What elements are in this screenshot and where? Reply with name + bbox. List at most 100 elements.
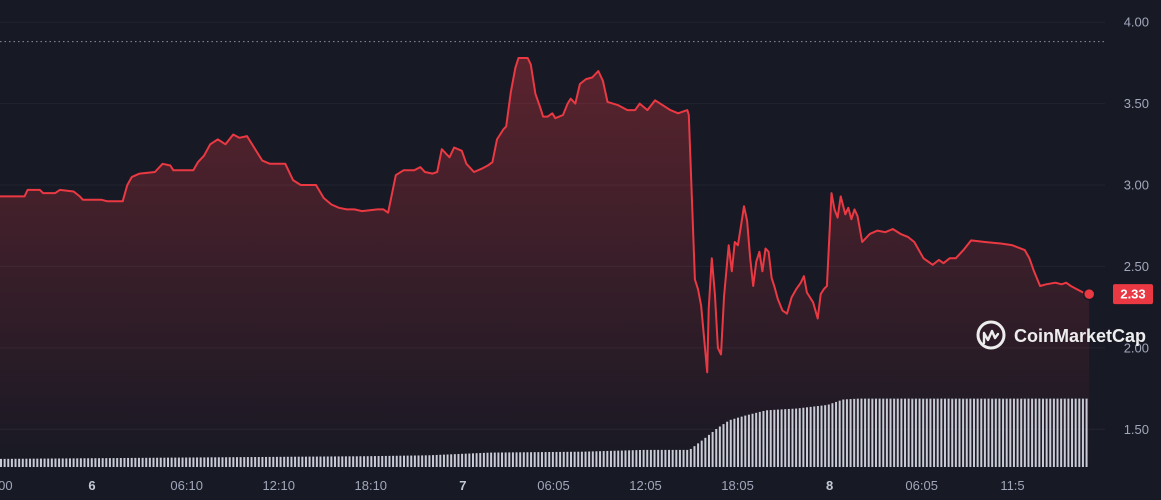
volume-bar: [403, 455, 405, 467]
volume-bar: [119, 458, 122, 467]
volume-bar: [348, 456, 351, 467]
volume-bar: [185, 457, 188, 467]
volume-bar: [867, 398, 870, 467]
volume-bar: [635, 450, 638, 467]
volume-bar: [232, 457, 235, 467]
volume-bar: [413, 455, 416, 467]
volume-bar: [326, 456, 329, 467]
volume-bar: [428, 455, 431, 467]
volume-bar: [1056, 398, 1059, 467]
volume-bar: [515, 452, 518, 467]
volume-bar: [588, 451, 591, 467]
volume-bar: [65, 458, 68, 467]
volume-bar: [261, 456, 264, 467]
y-tick-label: 2.50: [1124, 259, 1149, 274]
volume-bar: [835, 401, 838, 467]
volume-bar: [50, 458, 53, 467]
volume-bar: [196, 457, 199, 467]
volume-bar: [283, 456, 286, 467]
volume-bar: [911, 398, 914, 467]
volume-bar: [235, 457, 238, 467]
volume-bar: [751, 413, 754, 467]
price-line-group: [0, 57, 1096, 374]
volume-bar: [824, 405, 827, 467]
volume-bar: [1012, 398, 1015, 467]
volume-bar: [446, 454, 449, 467]
volume-bar: [526, 452, 529, 467]
volume-bar: [228, 457, 231, 467]
volume-bar: [522, 452, 525, 467]
volume-bar: [203, 457, 206, 467]
volume-bar: [188, 457, 191, 467]
volume-bar: [250, 457, 253, 467]
volume-bar: [668, 449, 671, 467]
volume-bar: [43, 458, 46, 467]
volume-bar: [25, 458, 28, 467]
volume-bar: [334, 456, 337, 467]
volume-bar: [214, 457, 217, 467]
y-tick-label: 4.00: [1124, 15, 1149, 30]
volume-bar: [555, 451, 558, 467]
price-area-fill: [0, 58, 1090, 470]
volume-bar: [998, 398, 1001, 467]
volume-bar: [686, 449, 689, 467]
volume-bar: [519, 452, 522, 467]
volume-bar: [1034, 398, 1037, 467]
volume-bar: [1027, 398, 1030, 467]
volume-bar: [1085, 398, 1088, 467]
volume-bar: [744, 415, 747, 467]
volume-bar: [243, 457, 246, 467]
volume-bar: [925, 398, 928, 467]
volume-bar: [802, 407, 805, 467]
volume-bar: [566, 451, 569, 467]
volume-bar: [504, 452, 507, 467]
volume-bar: [352, 456, 355, 467]
volume-bar: [54, 458, 57, 467]
volume-bar: [388, 455, 391, 467]
x-tick-label: 8: [826, 478, 833, 493]
volume-bar: [58, 458, 61, 467]
volume-bar: [711, 431, 714, 467]
volume-bar: [729, 419, 732, 467]
volume-bar: [61, 458, 64, 467]
volume-bar: [497, 452, 500, 467]
volume-bar: [330, 456, 333, 467]
volume-bar: [958, 398, 961, 467]
volume-bar: [987, 398, 990, 467]
volume-bar: [337, 456, 340, 467]
volume-bar: [163, 457, 166, 467]
volume-bar: [141, 457, 144, 467]
volume-bar: [940, 398, 943, 467]
volume-bar: [617, 450, 620, 467]
y-axis-ticks: 1.50 2.00 2.50 3.00 3.50 4.00: [1124, 15, 1149, 437]
volume-bar: [312, 456, 315, 467]
volume-bar: [795, 408, 798, 467]
x-tick-label: 6: [88, 478, 95, 493]
volume-bar: [1060, 398, 1063, 467]
volume-bar: [559, 451, 562, 467]
volume-bar: [341, 456, 344, 467]
volume-bar: [874, 398, 877, 467]
coinmarketcap-logo-icon: [976, 320, 1006, 350]
price-area: [0, 58, 1090, 470]
volume-bar: [1074, 398, 1077, 467]
volume-bar: [366, 456, 369, 467]
x-tick-label: 12:10: [262, 478, 295, 493]
volume-bar: [0, 458, 2, 467]
volume-bar: [570, 451, 573, 467]
volume-bar: [225, 457, 228, 467]
volume-bar: [468, 453, 471, 467]
y-tick-label: 2.00: [1124, 340, 1149, 355]
volume-bar: [878, 398, 881, 467]
volume-bar: [922, 398, 925, 467]
volume-bar: [983, 398, 986, 467]
volume-bar: [457, 453, 460, 467]
volume-bar: [1041, 398, 1044, 467]
volume-bar: [464, 453, 467, 467]
volume-bar: [410, 455, 413, 467]
volume-bar: [1067, 398, 1070, 467]
volume-bar: [882, 398, 885, 467]
volume-bar: [602, 451, 605, 467]
x-tick-label: 06:05: [537, 478, 570, 493]
